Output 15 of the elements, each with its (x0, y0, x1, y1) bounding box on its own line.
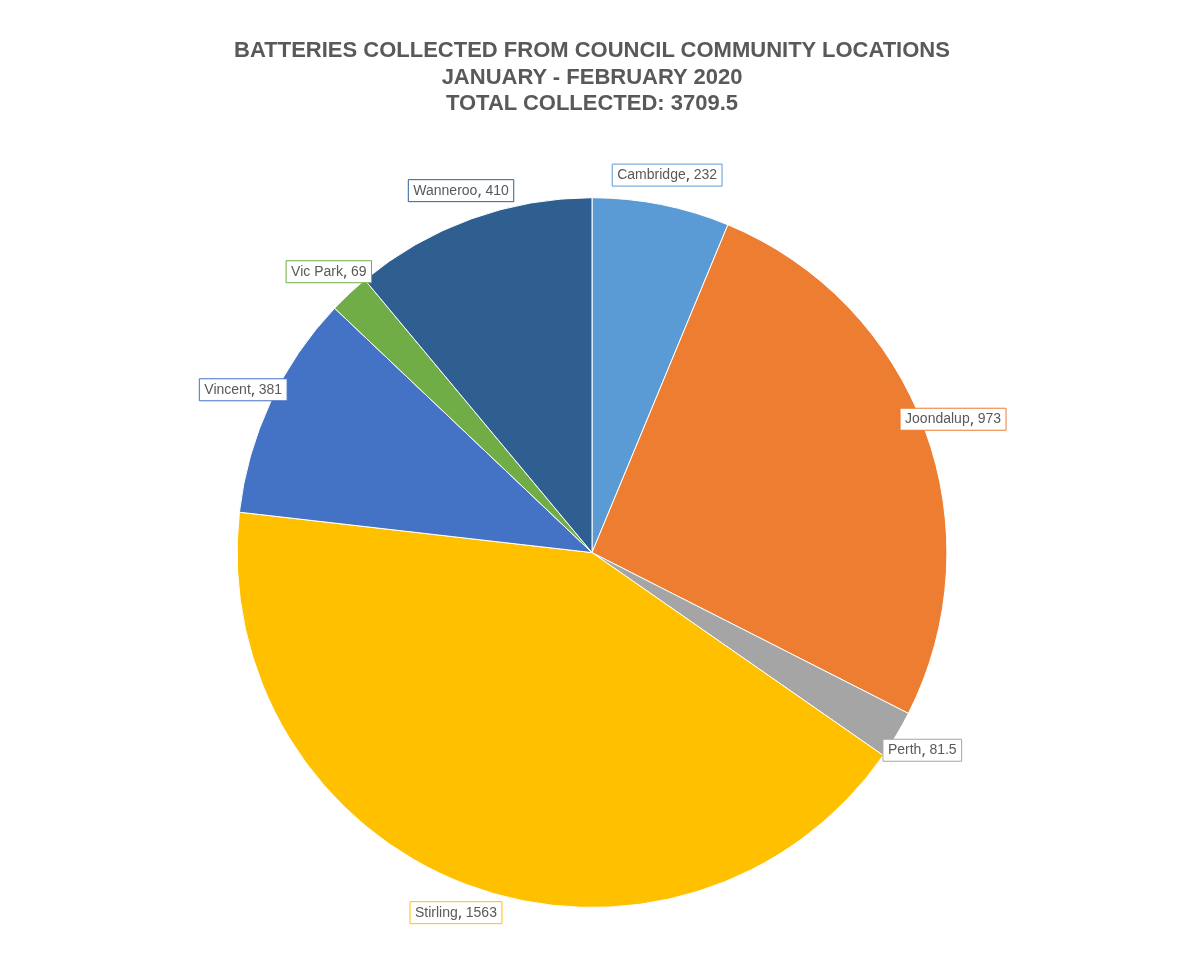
slice-label: Joondalup (905, 410, 970, 427)
slice-label: Stirling (415, 903, 458, 920)
data-label: 381 (258, 380, 283, 397)
slice-label: Wanneroo (413, 181, 478, 198)
slice-label: Vic Park (291, 262, 344, 279)
slice-label: Vincent (204, 380, 251, 397)
data-label: 232 (693, 165, 718, 182)
data-label: 410 (485, 181, 509, 198)
data-label: 973 (977, 410, 1002, 427)
slice-label: Cambridge (617, 165, 686, 182)
slice-label: Perth (887, 741, 922, 758)
data-label: 81.5 (929, 741, 957, 758)
chart-title: BATTERIES COLLECTED FROM COUNCIL COMMUNITY LOCATIONS JANUARY - FEBRUARY 2020 TOTAL COLLECTED: 3709.5 (234, 37, 950, 116)
data-label: 1563 (465, 903, 498, 920)
data-label: 69 (350, 262, 367, 279)
